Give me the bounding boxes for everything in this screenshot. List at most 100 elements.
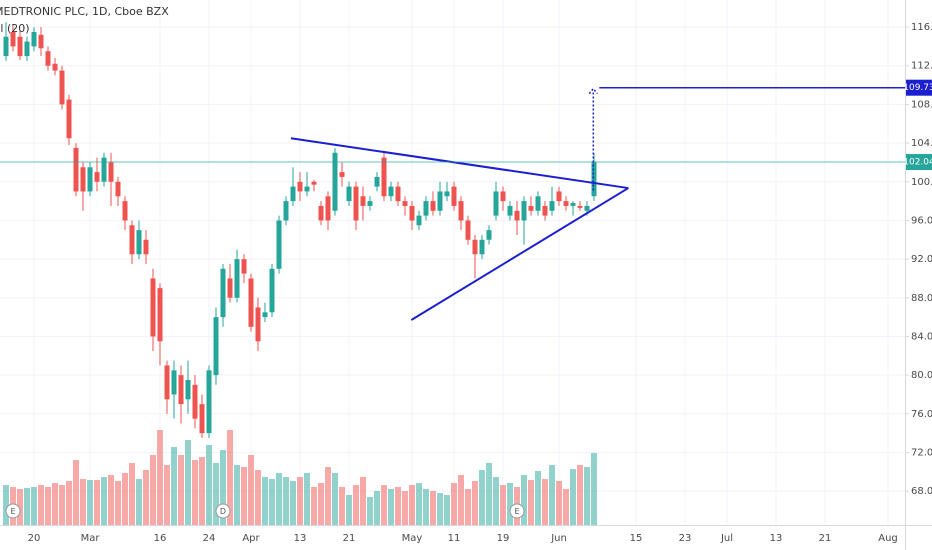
volume-bar (521, 475, 527, 525)
candle-body (542, 205, 548, 216)
candle-body (234, 259, 240, 298)
event-label: E (514, 507, 519, 516)
candle-body (311, 181, 317, 185)
candle-body (374, 176, 380, 187)
y-tick-label: 116.00 (911, 22, 932, 33)
candle-body (353, 186, 359, 221)
y-tick-label: 72.00 (911, 447, 932, 458)
candle-body (402, 201, 408, 206)
candle-body (521, 201, 527, 221)
volume-bar (185, 440, 191, 525)
y-tick-label: 92.00 (911, 254, 932, 265)
volume-bar (122, 473, 128, 525)
x-tick-label: 13 (294, 533, 307, 544)
volume-bar (3, 485, 9, 525)
candle-body (136, 230, 142, 255)
volume-bar (206, 445, 212, 525)
candle-body (10, 31, 16, 47)
x-tick-label: Apr (242, 533, 260, 544)
x-tick-label: Mar (81, 533, 101, 544)
volume-bar (136, 479, 142, 525)
x-tick-label: 21 (343, 533, 356, 544)
volume-bar (269, 479, 275, 525)
candle-body (178, 375, 184, 405)
volume-bar (94, 480, 100, 525)
axes: 116.00 112.00 108.00 104.00 100.00 96.00 92.00… (28, 22, 932, 544)
volume-bar (381, 485, 387, 525)
y-tick-label: 108.00 (911, 99, 932, 110)
candle-body (157, 288, 163, 342)
volume-bar (395, 487, 401, 525)
candle-body (269, 268, 275, 313)
candle-body (150, 278, 156, 337)
candle-body (591, 162, 597, 197)
candle-body (87, 167, 93, 192)
volume-bar (101, 477, 107, 525)
candle-body (437, 191, 443, 211)
volume-bar (73, 460, 79, 525)
x-tick-label: Jul (720, 533, 733, 544)
candle-body (129, 225, 135, 255)
x-tick-label: Aug (878, 533, 898, 544)
candle-body (563, 201, 569, 206)
volume-bar (262, 477, 268, 525)
candle-body (255, 307, 261, 342)
volume-bar (402, 491, 408, 525)
candle-body (206, 370, 212, 434)
volume-bar (465, 489, 471, 525)
candle-body (458, 201, 464, 221)
event-marker (509, 503, 525, 519)
candle-body (220, 268, 226, 318)
volume-bar (52, 483, 58, 525)
candle-body (122, 201, 128, 221)
y-tick-label: 88.00 (911, 293, 932, 304)
x-tick-label: 20 (28, 533, 41, 544)
candle-body (381, 157, 387, 197)
volume-bar (129, 463, 135, 525)
event-label: D (220, 507, 226, 516)
volume-bar (192, 460, 198, 525)
candle-body (31, 31, 37, 47)
volume-bar (38, 485, 44, 525)
candle-body (423, 201, 429, 216)
volume-bar (304, 473, 310, 525)
price-label-box (906, 154, 932, 171)
volume-bar (570, 469, 576, 525)
volume-bar (479, 470, 485, 525)
volume-bar (150, 455, 156, 525)
candle-body (304, 186, 310, 192)
candle-body (465, 220, 471, 240)
candle-body (486, 230, 492, 240)
candle-body (3, 36, 9, 57)
volume-bar (66, 481, 72, 525)
x-tick-label: 15 (630, 533, 643, 544)
volume-title: Vol (20) (0, 22, 30, 35)
volume-bar (171, 447, 177, 525)
y-tick-label: 76.00 (911, 409, 932, 420)
candle-body (115, 181, 121, 197)
volume-bar (234, 465, 240, 525)
trendline (410, 187, 629, 321)
candle-body (241, 259, 247, 274)
volume-bar (248, 455, 254, 525)
volume-bar (24, 488, 30, 525)
candle-body (367, 201, 373, 206)
volume-bar (17, 489, 23, 525)
y-tick-label: 80.00 (911, 370, 932, 381)
candle-body (325, 196, 331, 221)
candles (3, 22, 597, 438)
candle-body (493, 191, 499, 216)
volume-bar (409, 485, 415, 525)
candle-body (556, 191, 562, 202)
volume-bar (437, 493, 443, 525)
candle-body (276, 220, 282, 269)
volume-bar (325, 467, 331, 525)
candle-body (185, 379, 191, 400)
candle-body (94, 172, 100, 182)
volume-bar (297, 477, 303, 525)
candle-body (108, 162, 114, 182)
event-marker (215, 503, 231, 519)
volume-bar (115, 481, 121, 525)
y-tick-label: 84.00 (911, 331, 932, 342)
